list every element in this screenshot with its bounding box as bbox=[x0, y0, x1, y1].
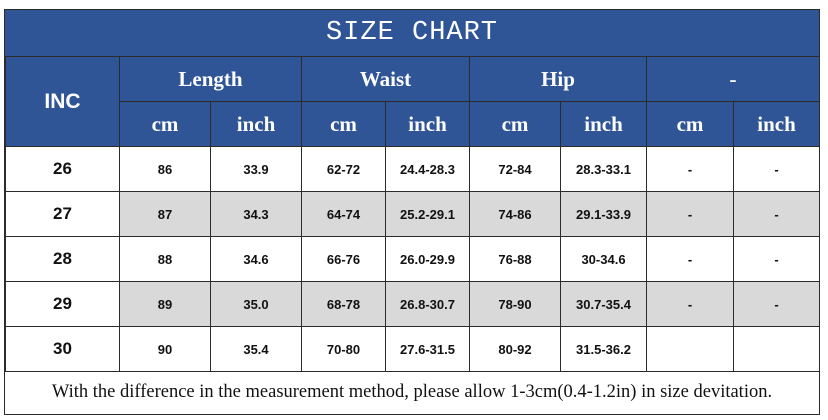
header-unit-row: cm inch cm inch cm inch cm inch bbox=[6, 101, 821, 147]
inc-cell: 28 bbox=[5, 236, 120, 282]
table-cell: 88 bbox=[119, 236, 211, 282]
table-cell: - bbox=[733, 236, 821, 282]
unit-header: inch bbox=[210, 101, 302, 147]
table-cell: - bbox=[646, 146, 735, 192]
inc-header: INC bbox=[5, 56, 120, 147]
table-cell: - bbox=[646, 281, 735, 327]
table-row: 27 87 34.3 64-74 25.2-29.1 74-86 29.1-33… bbox=[5, 191, 821, 237]
table-cell: 68-78 bbox=[301, 281, 386, 327]
unit-header: cm bbox=[646, 101, 735, 147]
table-cell: - bbox=[733, 146, 821, 192]
table-cell: 72-84 bbox=[469, 146, 561, 192]
table-cell: 34.3 bbox=[210, 191, 302, 237]
table-cell: 66-76 bbox=[301, 236, 386, 282]
table-cell: 78-90 bbox=[469, 281, 561, 327]
table-cell: 26.0-29.9 bbox=[385, 236, 470, 282]
table-cell: 87 bbox=[119, 191, 211, 237]
unit-header: inch bbox=[385, 101, 470, 147]
inc-cell: 27 bbox=[5, 191, 120, 237]
table-cell: 26.8-30.7 bbox=[385, 281, 470, 327]
table-cell: 74-86 bbox=[469, 191, 561, 237]
size-table: INC Length Waist Hip - cm inch cm inch c… bbox=[5, 56, 821, 372]
group-header-waist: Waist bbox=[301, 56, 470, 102]
table-cell: 30-34.6 bbox=[559, 236, 648, 282]
group-header-blank: - bbox=[646, 56, 821, 102]
table-cell: - bbox=[733, 281, 821, 327]
table-cell: 24.4-28.3 bbox=[385, 146, 470, 192]
table-cell: - bbox=[646, 191, 735, 237]
unit-header: cm bbox=[301, 101, 386, 147]
table-cell: 28.3-33.1 bbox=[559, 146, 648, 192]
table-cell bbox=[733, 326, 821, 372]
table-cell bbox=[646, 326, 735, 372]
table-cell: 30.7-35.4 bbox=[559, 281, 648, 327]
chart-title: SIZE CHART bbox=[5, 10, 819, 57]
inc-cell: 26 bbox=[5, 146, 120, 192]
size-chart: SIZE CHART INC Length Waist Hip - cm inc… bbox=[4, 9, 821, 415]
unit-header: inch bbox=[559, 101, 648, 147]
table-cell: 62-72 bbox=[301, 146, 386, 192]
table-cell: - bbox=[733, 191, 821, 237]
group-header-hip: Hip bbox=[468, 56, 648, 102]
table-cell: 89 bbox=[119, 281, 211, 327]
table-cell: 80-92 bbox=[469, 326, 561, 372]
inc-cell: 29 bbox=[5, 281, 120, 327]
table-cell: - bbox=[646, 236, 735, 282]
table-row: 29 89 35.0 68-78 26.8-30.7 78-90 30.7-35… bbox=[5, 281, 821, 327]
group-header-length: Length bbox=[119, 56, 302, 102]
inc-cell: 30 bbox=[5, 326, 120, 372]
size-note: With the difference in the measurement m… bbox=[51, 382, 773, 402]
unit-header: cm bbox=[469, 101, 561, 147]
unit-header: inch bbox=[733, 101, 821, 147]
table-cell: 31.5-36.2 bbox=[559, 326, 648, 372]
table-cell: 76-88 bbox=[469, 236, 561, 282]
unit-header: cm bbox=[119, 101, 211, 147]
table-cell: 34.6 bbox=[210, 236, 302, 282]
table-cell: 27.6-31.5 bbox=[385, 326, 470, 372]
table-cell: 33.9 bbox=[210, 146, 302, 192]
table-cell: 64-74 bbox=[301, 191, 386, 237]
table-cell: 90 bbox=[119, 326, 211, 372]
table-row: 26 86 33.9 62-72 24.4-28.3 72-84 28.3-33… bbox=[5, 146, 821, 192]
table-cell: 35.0 bbox=[210, 281, 302, 327]
table-cell: 35.4 bbox=[210, 326, 302, 372]
table-cell: 25.2-29.1 bbox=[385, 191, 470, 237]
table-cell: 86 bbox=[119, 146, 211, 192]
table-row: 28 88 34.6 66-76 26.0-29.9 76-88 30-34.6… bbox=[5, 236, 821, 282]
header-group-row: INC Length Waist Hip - bbox=[5, 56, 821, 147]
table-row: 30 90 35.4 70-80 27.6-31.5 80-92 31.5-36… bbox=[5, 326, 821, 372]
table-cell: 70-80 bbox=[301, 326, 386, 372]
table-cell: 29.1-33.9 bbox=[559, 191, 648, 237]
